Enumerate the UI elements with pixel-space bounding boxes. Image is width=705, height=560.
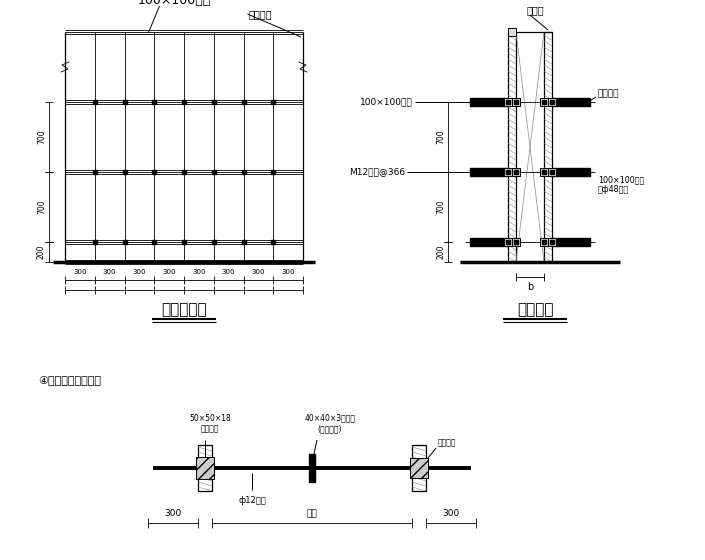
Text: b: b	[527, 282, 533, 292]
Bar	[508, 32, 516, 262]
Text: 壁厚: 壁厚	[307, 509, 317, 518]
Bar	[550, 100, 554, 104]
Bar	[548, 168, 556, 176]
Text: 700: 700	[37, 130, 46, 144]
Bar	[198, 445, 212, 491]
Text: 200: 200	[436, 245, 445, 259]
Bar	[506, 170, 510, 174]
Bar	[542, 240, 546, 244]
Text: 100×100木枋
或ф48锯管: 100×100木枋 或ф48锯管	[598, 175, 644, 194]
Text: 300: 300	[442, 509, 460, 518]
Text: 40×40×3止水片
(双面焊接): 40×40×3止水片 (双面焊接)	[305, 414, 355, 433]
Text: M12螺栓@366: M12螺栓@366	[349, 167, 405, 176]
Bar	[506, 240, 510, 244]
Bar	[540, 238, 548, 246]
Bar	[540, 98, 548, 106]
Text: 300: 300	[162, 269, 176, 275]
Bar	[550, 240, 554, 244]
Text: 墙体模板: 墙体模板	[438, 438, 457, 447]
Text: ④止水螺栓示意图：: ④止水螺栓示意图：	[38, 375, 101, 385]
Bar	[552, 98, 590, 106]
Bar	[309, 454, 315, 482]
Text: 300: 300	[192, 269, 206, 275]
Text: 700: 700	[37, 200, 46, 214]
Bar	[470, 238, 508, 246]
Bar	[470, 98, 508, 106]
Bar	[544, 32, 552, 262]
Text: 700: 700	[436, 130, 445, 144]
Bar	[512, 238, 520, 246]
Bar	[540, 168, 548, 176]
Bar	[550, 170, 554, 174]
Bar	[512, 98, 520, 106]
Bar	[542, 100, 546, 104]
Text: 拉紧扣件: 拉紧扣件	[598, 90, 620, 99]
Bar	[514, 240, 518, 244]
Text: 300: 300	[103, 269, 116, 275]
Text: 100×100木枋: 100×100木枋	[138, 0, 211, 7]
Text: 胶合板: 胶合板	[526, 5, 544, 15]
Bar	[552, 168, 590, 176]
Text: 拉紧扣件: 拉紧扣件	[248, 9, 272, 19]
Bar	[504, 168, 512, 176]
Bar	[552, 238, 590, 246]
Bar	[410, 458, 428, 478]
Bar	[504, 98, 512, 106]
Text: 300: 300	[73, 269, 87, 275]
Text: ф12螺栓: ф12螺栓	[238, 496, 266, 505]
Bar	[514, 100, 518, 104]
Text: 700: 700	[436, 200, 445, 214]
Bar	[506, 100, 510, 104]
Text: 50×50×18
木板垫片: 50×50×18 木板垫片	[189, 414, 231, 433]
Bar	[512, 168, 520, 176]
Bar	[542, 170, 546, 174]
Text: 墙模立面图: 墙模立面图	[161, 302, 207, 318]
Text: 300: 300	[133, 269, 146, 275]
Bar	[548, 238, 556, 246]
Text: 300: 300	[164, 509, 182, 518]
Bar	[548, 98, 556, 106]
Text: 300: 300	[281, 269, 295, 275]
Text: 100×100木枋: 100×100木枋	[360, 97, 413, 106]
Bar	[412, 445, 426, 491]
Bar	[508, 28, 516, 36]
Text: 墙剖面图: 墙剖面图	[517, 302, 553, 318]
Text: 200: 200	[37, 245, 46, 259]
Text: 300: 300	[222, 269, 235, 275]
Bar	[470, 168, 508, 176]
Text: 300: 300	[252, 269, 265, 275]
Bar	[504, 238, 512, 246]
Bar	[514, 170, 518, 174]
Bar	[196, 457, 214, 479]
